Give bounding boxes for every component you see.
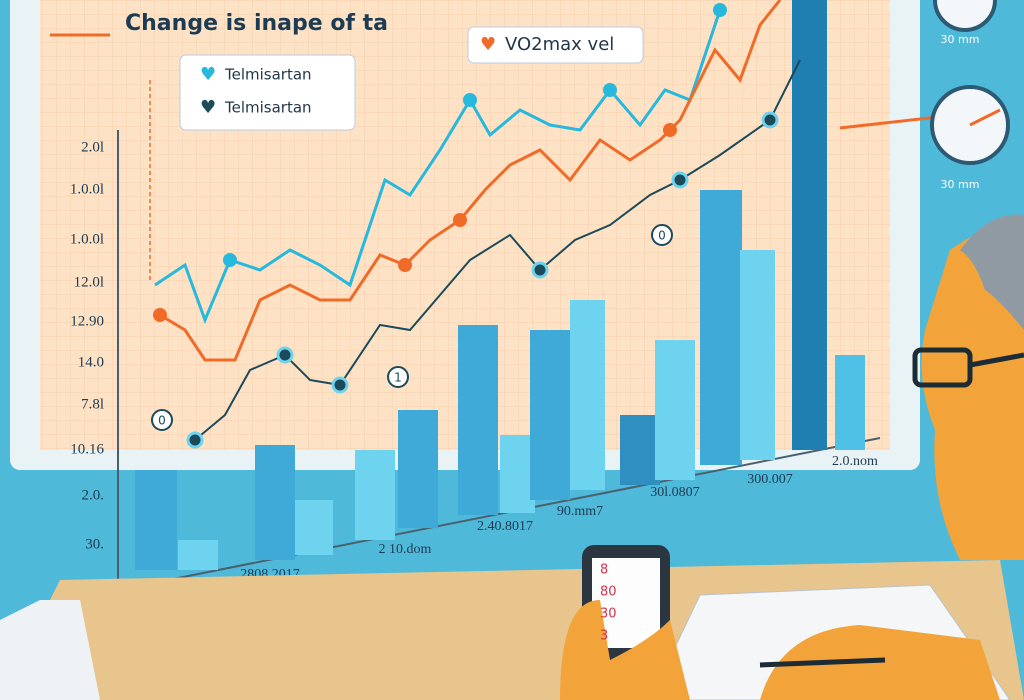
- x-label: 2 10.dom: [379, 542, 432, 557]
- pen: [759, 657, 886, 668]
- marker-label: 0: [158, 414, 166, 428]
- phone-line: 3: [600, 629, 608, 644]
- cyan-line: [154, 9, 722, 325]
- y-label: 2.0l: [81, 139, 104, 155]
- x-label: 300.007: [747, 472, 793, 487]
- hand: [560, 600, 690, 700]
- y-label: 10.16: [70, 441, 104, 457]
- marker-label: 1: [394, 371, 402, 385]
- y-label: 30.: [85, 536, 104, 552]
- glasses: [969, 352, 1024, 368]
- x-label: 90.mm7: [557, 504, 603, 519]
- y-label: 2.0.: [82, 487, 105, 503]
- y-label: 14.0: [78, 354, 104, 370]
- legend-icon: ♥: [200, 97, 216, 118]
- hair: [960, 214, 1024, 330]
- badge: [467, 26, 644, 64]
- marker: [387, 366, 409, 388]
- phone-line: 30: [600, 607, 617, 622]
- y-label: 12.0l: [74, 274, 104, 290]
- gauge-label: 30 mm: [941, 33, 980, 46]
- orange-line: [159, 0, 782, 362]
- bars: [135, 0, 865, 570]
- marker-label: 0: [658, 229, 666, 243]
- x-label: 2.40.8017: [477, 519, 533, 534]
- bottle: [0, 600, 100, 700]
- marker: [151, 409, 173, 431]
- y-label: 1.0.0l: [70, 231, 104, 247]
- glasses: [912, 347, 973, 388]
- phone-text: 8 80 30 3: [600, 563, 617, 644]
- gauge-needle: [969, 108, 1001, 127]
- x-label: 2.0.nom: [832, 454, 878, 469]
- gauge: [933, 0, 997, 32]
- y-label: 12.90: [70, 313, 104, 329]
- x-label: 30l.0807: [650, 485, 699, 500]
- phone-line: 8: [600, 563, 608, 578]
- gauge-label: 30 mm: [941, 178, 980, 191]
- legend-icon: ♥: [200, 64, 216, 85]
- y-label: 7.8l: [81, 396, 104, 412]
- phone-line: 80: [600, 585, 617, 600]
- marker: [651, 224, 673, 246]
- badge-text: VO2max vel: [505, 34, 614, 55]
- legend-label: Telmisartan: [224, 66, 312, 84]
- legend-label: Telmisartan: [224, 99, 312, 117]
- title: Change is inape of ta: [125, 11, 388, 36]
- face: [921, 225, 1024, 560]
- points: [153, 3, 779, 449]
- badge-icon: ♥: [480, 34, 496, 55]
- markers: 0 1 0: [151, 224, 673, 431]
- y-label: 1.0.0l: [70, 181, 104, 197]
- legend: [179, 54, 356, 131]
